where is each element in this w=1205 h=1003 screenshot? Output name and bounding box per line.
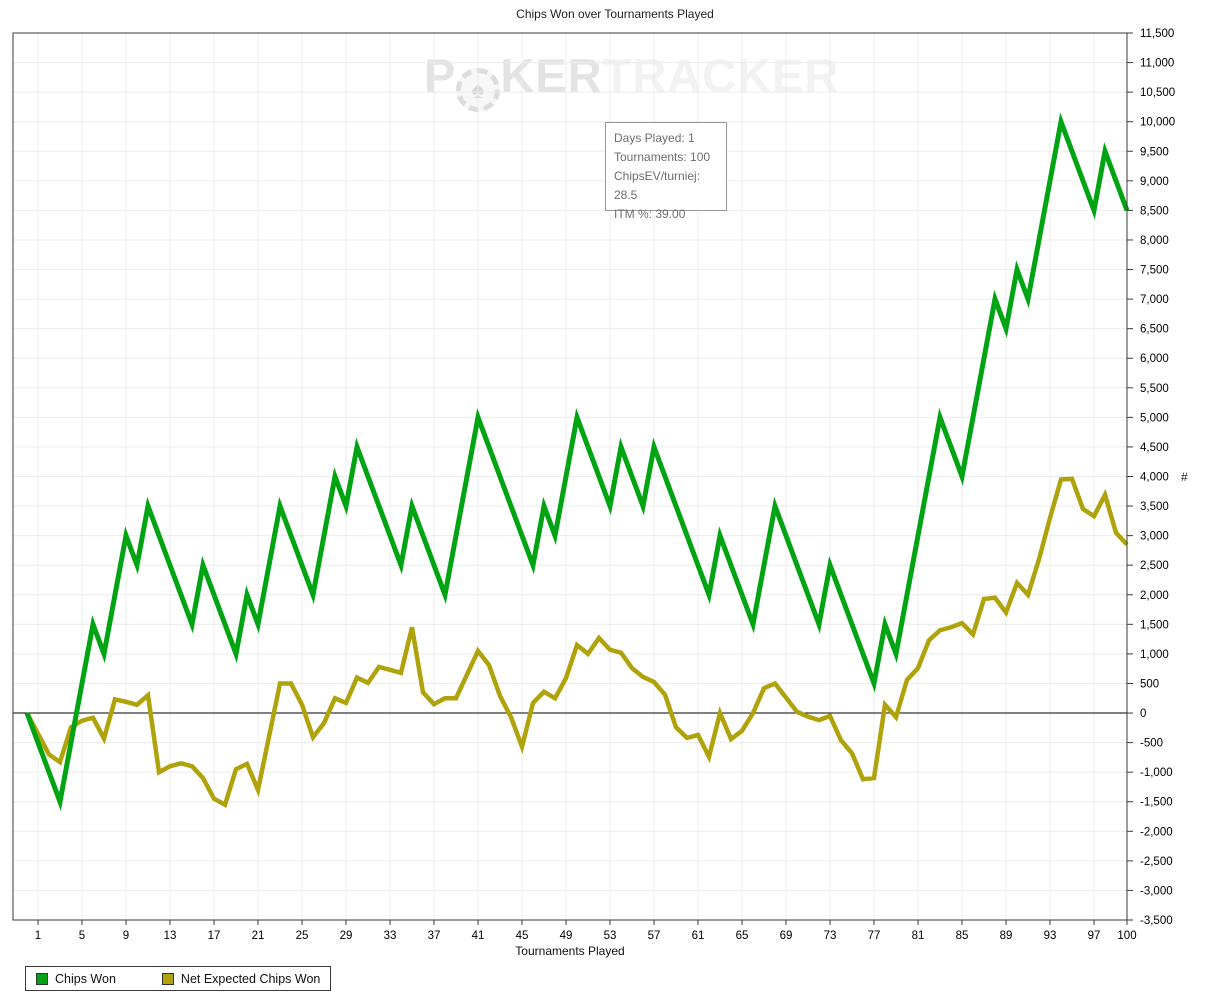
- hover-info-box: Days Played: 1 Tournaments: 100 ChipsEV/…: [605, 122, 727, 221]
- x-tick-label: 13: [164, 930, 177, 942]
- info-chips-ev: ChipsEV/turniej: 28.5: [614, 169, 701, 202]
- y-tick-label: 1,500: [1140, 619, 1169, 631]
- x-tick-label: 9: [123, 930, 129, 942]
- watermark-poker-ker: KER: [500, 49, 603, 102]
- x-tick-label: 29: [340, 930, 353, 942]
- x-tick-label: 77: [868, 930, 881, 942]
- x-tick-label: 25: [296, 930, 309, 942]
- y-tick-label: 4,000: [1140, 472, 1169, 484]
- chips-won-swatch-icon: [36, 972, 48, 985]
- x-tick-label: 65: [736, 930, 749, 942]
- info-itm: ITM %: 39.00: [614, 207, 686, 221]
- y-tick-label: 2,500: [1140, 560, 1169, 572]
- y-tick-label: 4,500: [1140, 442, 1169, 454]
- y-tick-label: 9,500: [1140, 146, 1169, 158]
- legend-item-chips-won[interactable]: Chips Won: [36, 972, 116, 986]
- y-tick-label: 11,500: [1140, 28, 1174, 40]
- x-tick-label: 41: [472, 930, 485, 942]
- x-tick-label: 61: [692, 930, 705, 942]
- y-tick-label: 2,000: [1140, 590, 1169, 602]
- watermark-tracker: TRACKER: [602, 49, 840, 102]
- y-tick-label: 8,000: [1140, 235, 1169, 247]
- x-tick-label: 85: [956, 930, 969, 942]
- y-tick-label: -3,000: [1140, 885, 1173, 897]
- y-tick-label: -1,500: [1140, 797, 1173, 809]
- y-tick-label: 11,000: [1140, 58, 1174, 70]
- legend-label: Chips Won: [55, 971, 116, 986]
- y-tick-label: 10,500: [1140, 87, 1175, 99]
- y-tick-label: -2,000: [1140, 826, 1173, 838]
- y-tick-label: 6,500: [1140, 324, 1169, 336]
- y-tick-label: 9,000: [1140, 176, 1169, 188]
- x-tick-label: 37: [428, 930, 441, 942]
- net-expected-swatch-icon: [161, 972, 174, 985]
- y-tick-label: -500: [1140, 738, 1163, 750]
- chart-title: Chips Won over Tournaments Played: [516, 7, 714, 21]
- x-tick-label: 81: [912, 930, 925, 942]
- x-axis-title: Tournaments Played: [515, 944, 625, 958]
- gridlines: [13, 33, 1127, 920]
- y-tick-label: 7,000: [1140, 294, 1169, 306]
- legend-item-net-expected[interactable]: Net Expected Chips Won: [161, 971, 321, 986]
- x-tick-label: 69: [780, 930, 793, 942]
- pokertracker-watermark: P ♠ KERTRACKER: [424, 48, 839, 112]
- chips-won-line: [24, 112, 1130, 812]
- y-tick-label: -3,500: [1140, 915, 1173, 927]
- info-tournaments: Tournaments: 100: [614, 150, 711, 164]
- x-tick-label: 33: [384, 930, 397, 942]
- y-tick-label: 0: [1140, 708, 1146, 720]
- x-tick-label: 53: [604, 930, 617, 942]
- y-tick-label: 1,000: [1140, 649, 1169, 661]
- axis-ticks-and-labels: -3,500 -3,000 -2,500 -2,000 -1,500 -1,000 -500…: [12, 28, 1175, 942]
- y-tick-label: 3,500: [1140, 501, 1169, 513]
- y-tick-label: 8,500: [1140, 205, 1169, 217]
- y-tick-label: 500: [1140, 678, 1159, 690]
- x-tick-label: 5: [79, 930, 85, 942]
- y-tick-label: 10,000: [1140, 117, 1175, 129]
- y-tick-label: 3,000: [1140, 531, 1169, 543]
- y-axis-title: #: [1181, 470, 1188, 484]
- watermark-poker-p: P: [424, 49, 457, 102]
- y-tick-label: 6,000: [1140, 353, 1169, 365]
- x-tick-label: 49: [560, 930, 573, 942]
- x-tick-label: 21: [252, 930, 265, 942]
- data-series: [24, 112, 1130, 812]
- y-tick-label: 7,500: [1140, 265, 1169, 277]
- x-tick-label: 1: [35, 930, 41, 942]
- y-tick-label: -1,000: [1140, 767, 1173, 779]
- x-tick-label: 89: [1000, 930, 1013, 942]
- x-tick-label: 93: [1044, 930, 1057, 942]
- y-tick-label: 5,500: [1140, 383, 1169, 395]
- x-tick-label: 100: [1117, 930, 1136, 942]
- x-tick-label: 45: [516, 930, 529, 942]
- x-tick-label: 17: [208, 930, 221, 942]
- x-tick-label: 57: [648, 930, 661, 942]
- legend-label: Net Expected Chips Won: [180, 971, 321, 986]
- y-tick-label: -2,500: [1140, 856, 1173, 868]
- legend-box: Chips Won Net Expected Chips Won: [25, 966, 332, 991]
- x-tick-label: 73: [824, 930, 837, 942]
- net-expected-line: [25, 476, 1129, 808]
- y-tick-label: 5,000: [1140, 412, 1169, 424]
- x-tick-label: 97: [1088, 930, 1101, 942]
- info-days-played: Days Played: 1: [614, 131, 695, 145]
